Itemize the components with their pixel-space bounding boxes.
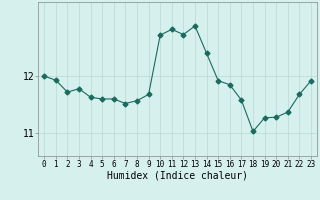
X-axis label: Humidex (Indice chaleur): Humidex (Indice chaleur): [107, 171, 248, 181]
